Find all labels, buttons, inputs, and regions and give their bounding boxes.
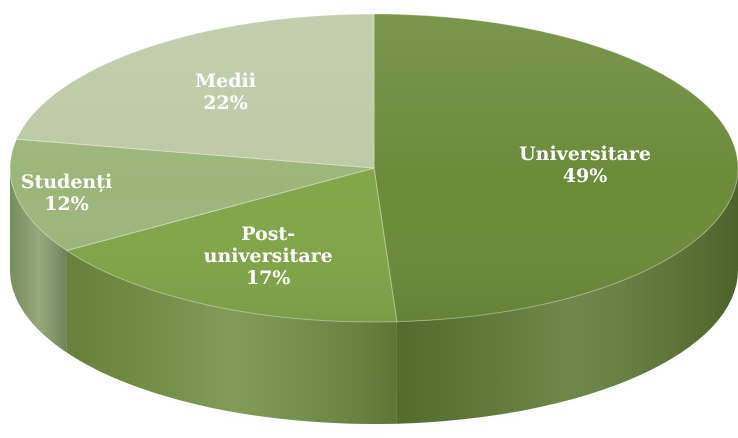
slice-name: Medii: [195, 70, 256, 92]
pie-side-shading: [396, 168, 738, 424]
pie-sides: [10, 168, 738, 424]
slice-name: Universitare: [519, 143, 651, 165]
slice-percent: 22%: [203, 92, 248, 114]
slice-label-post-universitare: Post-universitare 17%: [204, 223, 333, 289]
slice-name: universitare: [204, 245, 333, 267]
slice-name: Studenți: [21, 171, 113, 193]
pie-labels: Universitare 49% Post-universitare 17% Stude…: [21, 70, 651, 289]
pie-top-sheen: [10, 14, 738, 322]
slice-percent: 17%: [246, 267, 291, 289]
slice-label-universitare: Universitare 49%: [519, 143, 651, 187]
pie-side-shading: [10, 168, 67, 353]
slice-name: Post-: [241, 223, 295, 245]
pie-tops: [9, 13, 738, 323]
slice-percent: 12%: [44, 193, 89, 215]
slice-percent: 49%: [563, 165, 608, 187]
slice-label-medii: Medii 22%: [195, 70, 256, 114]
slice-label-studenti: Studenți 12%: [21, 171, 113, 215]
pie-side-shading: [66, 250, 397, 424]
